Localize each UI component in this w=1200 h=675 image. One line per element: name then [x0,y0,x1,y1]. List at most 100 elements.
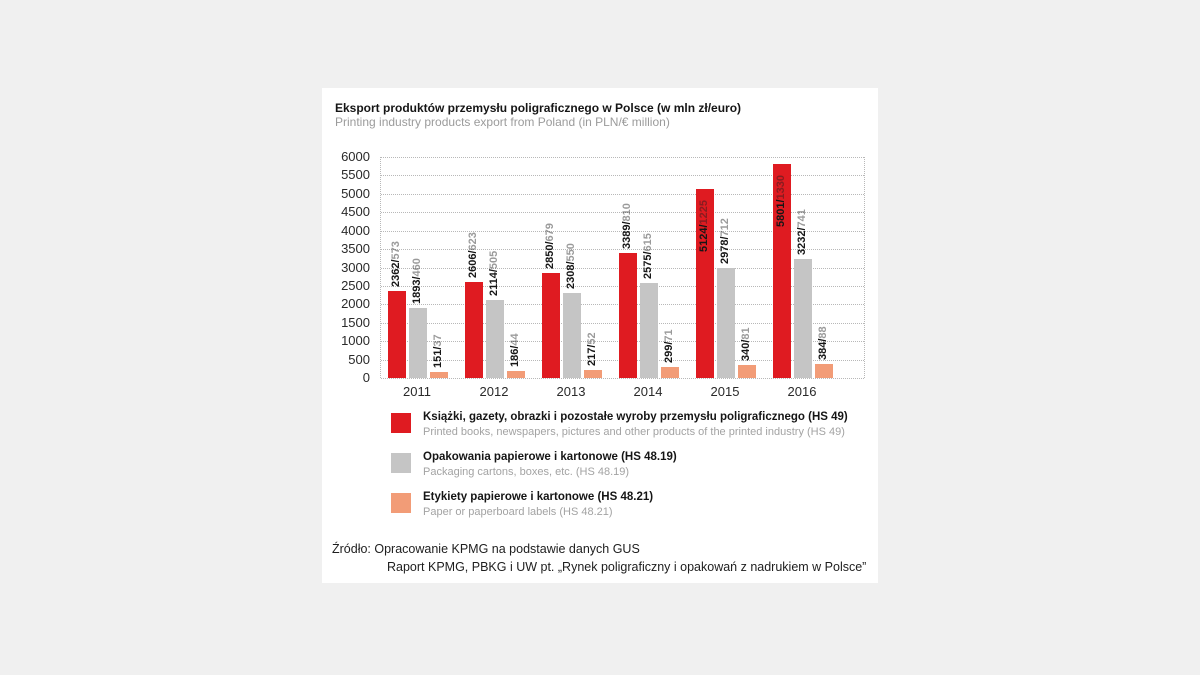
value-pln: 2850/ [544,241,556,270]
x-axis-label-2012: 2012 [479,384,509,399]
legend-label-en: Packaging cartons, boxes, etc. (HS 48.19… [423,466,630,478]
legend-item-3: Etykiety papierowe i kartonowe (HS 48.21… [391,490,848,520]
bar-value-label-series3-2011: 151/37 [432,334,444,369]
value-pln: 2978/ [719,236,731,265]
gridline-4500 [381,212,864,214]
bar-series2-2016 [794,258,812,378]
value-eur: 37 [432,334,444,348]
bar-value-label-series1-2015: 5124/1225 [698,200,710,253]
source-note: Źródło: Opracowanie KPMG na podstawie da… [332,540,866,576]
value-pln: 1893/ [411,276,423,305]
y-axis-tick-5000: 5000 [341,185,370,201]
chart-subtitle: Printing industry products export from P… [335,115,670,129]
x-axis-label-2014: 2014 [633,384,663,399]
value-eur: 52 [586,332,598,345]
legend-text-3: Etykiety papierowe i kartonowe (HS 48.21… [423,490,653,520]
value-eur: 615 [642,233,654,252]
legend-text-1: Książki, gazety, obrazki i pozostałe wyr… [423,410,848,440]
value-pln: 299/ [663,341,675,363]
y-axis-tick-1000: 1000 [341,333,370,349]
source-line-1: Źródło: Opracowanie KPMG na podstawie da… [332,542,640,556]
bar-series1-2015 [696,189,714,378]
bar-value-label-series2-2012: 2114/505 [488,250,500,296]
bar-series3-2013 [584,370,602,378]
y-axis-tick-2000: 2000 [341,296,370,312]
bar-value-label-series2-2013: 2308/550 [565,243,577,289]
bar-series1-2012 [465,282,483,378]
chart-legend: Książki, gazety, obrazki i pozostałe wyr… [391,410,848,520]
value-pln: 3232/ [796,227,808,255]
y-axis-tick-6000: 6000 [341,149,370,164]
bar-series2-2014 [640,283,658,378]
legend-label-pl: Etykiety papierowe i kartonowe (HS 48.21… [423,491,654,503]
bar-series2-2011 [409,308,427,378]
legend-text-2: Opakowania papierowe i kartonowe (HS 48.… [423,450,677,480]
value-eur: 573 [390,241,402,260]
value-eur: 741 [796,209,808,228]
legend-swatch-2 [391,453,411,473]
gridline-5500 [381,175,864,177]
x-axis-label-2015: 2015 [710,384,740,399]
x-axis-label-2011: 2011 [403,384,431,399]
y-axis-tick-4000: 4000 [341,222,370,238]
gridline-3500 [381,249,864,251]
y-axis-tick-2500: 2500 [341,277,370,293]
plot-area: 2362/573 1893/460 151/37 2606/623 2114/505 18… [380,157,865,379]
value-pln: 2575/ [642,251,654,280]
chart-panel: Eksport produktów przemysłu poligraficzn… [322,88,878,583]
value-pln: 384/ [817,338,829,360]
bar-value-label-series2-2014: 2575/615 [642,233,654,280]
bar-value-label-series1-2013: 2850/679 [544,223,556,270]
value-eur: 810 [621,203,633,222]
legend-label-pl: Opakowania papierowe i kartonowe (HS 48.… [423,451,677,463]
value-eur: 623 [467,232,479,251]
legend-label-en: Printed books, newspapers, pictures and … [423,426,845,438]
value-pln: 3389/ [621,221,633,250]
value-pln: 2308/ [565,261,577,289]
bar-series3-2014 [661,367,679,378]
bar-value-label-series3-2013: 217/52 [586,332,598,367]
legend-item-2: Opakowania papierowe i kartonowe (HS 48.… [391,450,848,480]
value-eur: 81 [740,327,752,341]
bar-series2-2012 [486,300,504,378]
y-axis-tick-3500: 3500 [341,241,370,257]
value-pln: 186/ [509,345,521,368]
legend-item-1: Książki, gazety, obrazki i pozostałe wyr… [391,410,848,440]
value-eur: 71 [663,329,675,342]
bar-value-label-series1-2014: 3389/810 [621,203,633,250]
y-axis-tick-0: 0 [362,370,370,385]
legend-label-en: Paper or paperboard labels (HS 48.21) [423,506,613,518]
legend-swatch-3 [391,493,411,513]
gridline-5000 [381,193,864,195]
x-axis-label-2013: 2013 [556,384,586,399]
y-axis-tick-5500: 5500 [341,167,370,183]
x-axis-label-2016: 2016 [787,384,817,399]
bar-value-label-series3-2012: 186/44 [509,333,521,368]
bar-series2-2013 [563,293,581,378]
bar-value-label-series3-2016: 384/88 [817,326,829,360]
bar-series1-2016 [773,164,791,378]
value-pln: 217/ [586,344,598,367]
value-pln: 2362/ [390,259,402,287]
bar-series1-2013 [542,273,560,378]
bar-value-label-series1-2011: 2362/573 [390,241,402,287]
bar-value-label-series3-2015: 340/81 [740,327,752,362]
bar-chart: 2362/573 1893/460 151/37 2606/623 2114/505 18… [322,88,878,408]
bar-value-label-series1-2016: 5801/1330 [775,175,787,228]
value-eur: 505 [488,250,500,270]
y-axis-tick-4500: 4500 [341,204,370,220]
bar-series3-2012 [507,371,525,378]
legend-label-pl: Książki, gazety, obrazki i pozostałe wyr… [423,411,848,423]
bar-series3-2015 [738,365,756,378]
source-line-2: Raport KPMG, PBKG i UW pt. „Rynek poligr… [387,560,867,574]
value-pln: 5124/ [698,224,710,253]
bar-series3-2016 [815,363,833,378]
y-axis-tick-1500: 1500 [341,314,370,330]
bar-series3-2011 [430,372,448,378]
value-pln: 5801/ [775,199,787,228]
bar-series1-2011 [388,291,406,378]
legend-swatch-1 [391,413,411,433]
bar-series2-2015 [717,268,735,378]
bar-value-label-series2-2011: 1893/460 [411,258,423,305]
y-axis-tick-3000: 3000 [341,259,370,275]
